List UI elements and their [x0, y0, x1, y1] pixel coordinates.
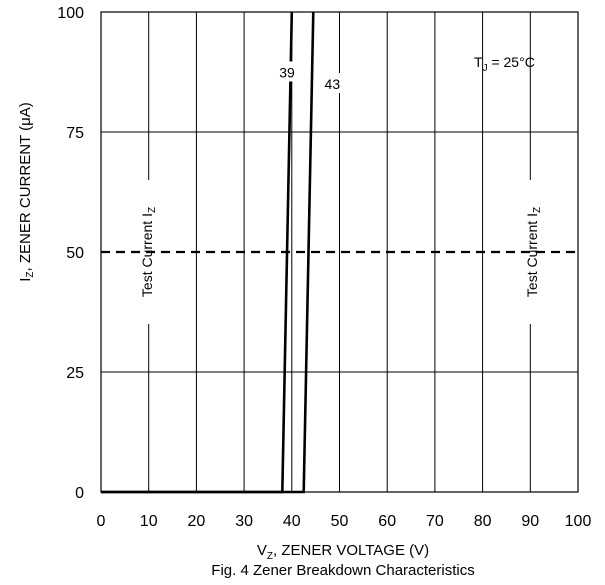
- label-gap-right: [523, 180, 543, 324]
- test-current-label-right: Test Current IZ: [524, 207, 543, 297]
- svg-text:Test Current IZ: Test Current IZ: [139, 207, 158, 297]
- x-tick-label: 60: [378, 513, 396, 530]
- plot-frame: [100, 11, 579, 493]
- x-tick-label: 40: [283, 513, 301, 530]
- x-tick-label: 0: [97, 513, 106, 530]
- y-tick-labels: 0 25 50 75 100: [57, 5, 84, 502]
- series-labels: 39 43: [276, 61, 344, 93]
- y-axis-label: IZ, ZENER CURRENT (μA): [17, 102, 36, 282]
- series-label-39: 39: [279, 64, 295, 80]
- x-tick-label: 10: [140, 513, 158, 530]
- figure-caption: Fig. 4 Zener Breakdown Characteristics: [211, 562, 474, 579]
- x-tick-label: 100: [565, 513, 592, 530]
- x-tick-label: 20: [188, 513, 206, 530]
- series-label-43: 43: [325, 76, 341, 92]
- y-tick-label: 75: [66, 125, 84, 142]
- svg-text:IZ, ZENER CURRENT (μA): IZ, ZENER CURRENT (μA): [17, 102, 36, 282]
- test-current-label-left: Test Current IZ: [139, 207, 158, 297]
- temperature-annotation: TJ = 25°C: [474, 54, 535, 74]
- x-tick-label: 50: [331, 513, 349, 530]
- x-tick-label: 30: [235, 513, 253, 530]
- x-tick-label: 70: [426, 513, 444, 530]
- x-tick-label: 90: [521, 513, 539, 530]
- y-tick-label: 50: [66, 245, 84, 262]
- x-axis-label: VZ, ZENER VOLTAGE (V): [257, 542, 429, 562]
- y-tick-label: 0: [75, 485, 84, 502]
- series-label-bg: [276, 61, 299, 82]
- x-tick-label: 80: [474, 513, 492, 530]
- y-tick-label: 25: [66, 365, 84, 382]
- y-tick-label: 100: [57, 5, 84, 22]
- svg-text:Test Current IZ: Test Current IZ: [524, 207, 543, 297]
- series-label-bg: [321, 73, 344, 93]
- x-tick-labels: 0 10 20 30 40 50 60 70 80 90 100: [97, 513, 592, 530]
